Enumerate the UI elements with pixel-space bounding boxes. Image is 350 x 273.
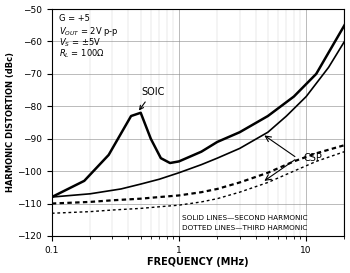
Text: $\mathit{V}_S$ = ±5V: $\mathit{V}_S$ = ±5V bbox=[58, 37, 100, 49]
Y-axis label: HARMONIC DISTORTION (dBc): HARMONIC DISTORTION (dBc) bbox=[6, 52, 15, 192]
Text: CSP: CSP bbox=[303, 153, 322, 163]
Text: SOLID LINES—SECOND HARMONIC: SOLID LINES—SECOND HARMONIC bbox=[182, 215, 307, 221]
Text: G = +5: G = +5 bbox=[58, 14, 90, 23]
X-axis label: FREQUENCY (MHz): FREQUENCY (MHz) bbox=[147, 257, 249, 268]
Text: $\mathit{R}_L$ = 100Ω: $\mathit{R}_L$ = 100Ω bbox=[58, 48, 104, 60]
Text: DOTTED LINES—THIRD HARMONIC: DOTTED LINES—THIRD HARMONIC bbox=[182, 225, 307, 231]
Text: SOIC: SOIC bbox=[140, 87, 164, 109]
Text: $\mathit{V}_{OUT}$ = 2V p-p: $\mathit{V}_{OUT}$ = 2V p-p bbox=[58, 25, 118, 38]
